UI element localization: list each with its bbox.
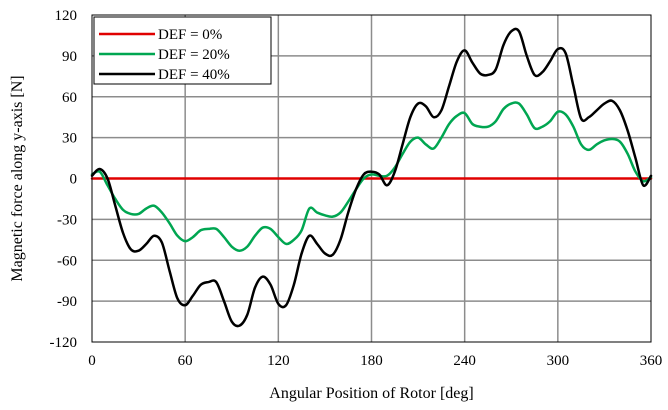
x-tick-label: 360 (640, 353, 663, 369)
y-tick-label: -60 (57, 253, 77, 269)
axis-ticks: 0 60 120 180 240 300 3601209060300-30-60-90-12… (50, 8, 663, 369)
x-axis-title: Angular Position of Rotor [deg] (269, 385, 473, 402)
x-tick-label: 180 (360, 353, 383, 369)
y-tick-label: -120 (50, 335, 78, 351)
y-tick-label: 60 (62, 90, 77, 106)
y-tick-label: -90 (57, 294, 77, 310)
legend: DEF = 0% DEF = 20% DEF = 40% (93, 16, 272, 85)
legend-box (93, 16, 272, 85)
y-tick-label: 30 (62, 131, 77, 147)
y-tick-label: -30 (57, 212, 77, 228)
series-line-1 (90, 101, 653, 252)
series-line-2 (90, 27, 653, 328)
x-tick-label: 300 (547, 353, 570, 369)
x-tick-label: 60 (178, 353, 193, 369)
series-lines (90, 27, 653, 328)
legend-label: DEF = 20% (158, 47, 230, 63)
y-tick-label: 120 (55, 8, 78, 24)
x-tick-label: 240 (453, 353, 476, 369)
y-axis-title: Magnetic force along y-axis [N] (9, 75, 26, 281)
y-tick-label: 90 (62, 49, 77, 65)
legend-label: DEF = 0% (158, 27, 222, 43)
plot-area-frame (91, 14, 652, 343)
x-tick-label: 0 (88, 353, 96, 369)
legend-label: DEF = 40% (158, 67, 230, 83)
x-tick-label: 120 (267, 353, 290, 369)
y-tick-label: 0 (70, 172, 78, 188)
